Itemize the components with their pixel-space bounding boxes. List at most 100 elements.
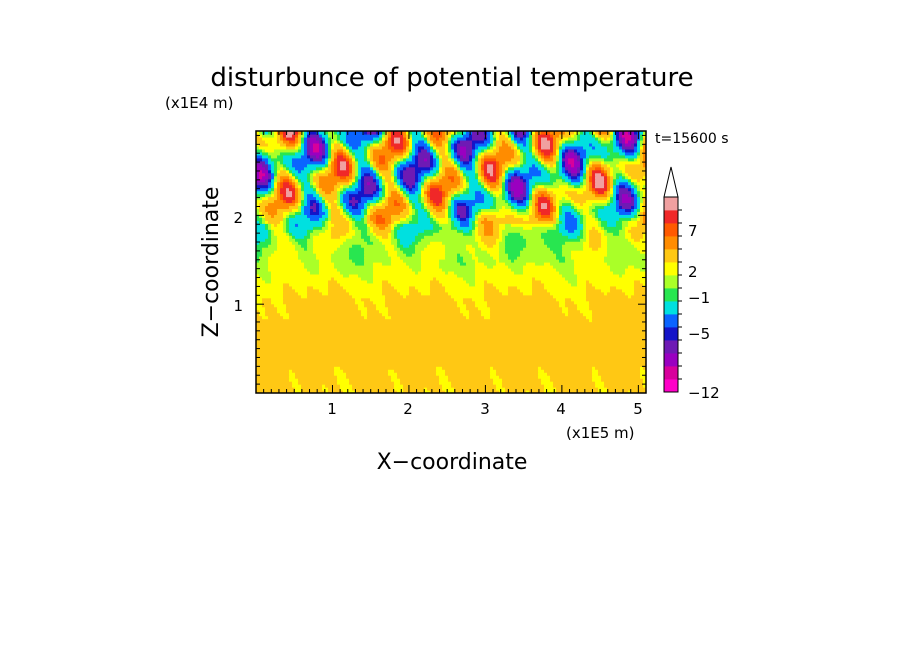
contour-cell <box>472 163 476 168</box>
contour-cell <box>373 175 377 180</box>
contour-cell <box>643 214 646 218</box>
contour-cell <box>469 190 476 195</box>
contour-cell <box>331 229 350 233</box>
contour-cell <box>268 267 308 272</box>
contour-cell <box>469 250 476 254</box>
contour-cell <box>376 232 389 236</box>
contour-cell <box>454 163 458 168</box>
contour-cell <box>466 205 470 210</box>
contour-cell <box>631 181 635 186</box>
contour-cell <box>529 142 533 147</box>
contour-cell <box>412 202 416 207</box>
contour-cell <box>358 273 374 278</box>
contour-cell <box>280 151 296 156</box>
contour-cell <box>286 303 359 308</box>
contour-cell <box>328 390 344 393</box>
contour-cell <box>340 160 347 165</box>
contour-cell <box>592 375 602 379</box>
contour-cell <box>295 247 305 251</box>
contour-cell <box>277 190 281 195</box>
contour-cell <box>271 172 275 177</box>
colorbar-extend-arrow <box>663 166 679 198</box>
contour-cell <box>427 178 431 183</box>
contour-cell <box>448 202 452 207</box>
contour-cell <box>391 190 398 195</box>
contour-cell <box>313 250 335 254</box>
contour-cell <box>379 196 383 201</box>
contour-cell <box>331 235 341 239</box>
contour-cell <box>493 199 497 204</box>
contour-cell <box>352 154 356 159</box>
contour-cell <box>478 223 485 227</box>
colorbar-tick-label: 2 <box>688 263 698 281</box>
contour-cell <box>433 163 437 168</box>
contour-cell <box>565 276 578 281</box>
contour-cell <box>388 235 392 239</box>
contour-cell <box>448 142 452 147</box>
contour-cell <box>454 199 485 204</box>
contour-cell <box>406 205 410 210</box>
contour-cell <box>403 133 407 138</box>
contour-cell <box>610 288 623 293</box>
contour-cell <box>415 151 419 156</box>
contour-cell <box>433 166 440 171</box>
contour-cell <box>622 196 632 201</box>
contour-cell <box>361 187 365 192</box>
contour-cell <box>562 202 572 207</box>
contour-cell <box>442 208 446 212</box>
contour-cell <box>505 199 509 204</box>
contour-cell <box>307 131 311 135</box>
contour-cell <box>352 151 356 156</box>
contour-cell <box>505 226 524 230</box>
contour-cell <box>529 184 533 189</box>
contour-cell <box>628 139 635 144</box>
contour-cell <box>451 178 455 183</box>
contour-cell <box>295 288 308 293</box>
contour-cell <box>430 217 434 221</box>
contour-cell <box>259 172 266 177</box>
contour-cell <box>358 184 362 189</box>
contour-cell <box>421 267 443 272</box>
contour-cell <box>277 169 281 174</box>
contour-cell <box>352 148 365 153</box>
contour-cell <box>586 148 608 153</box>
contour-cell <box>352 166 356 171</box>
contour-cell <box>277 184 281 189</box>
contour-cell <box>556 151 560 156</box>
contour-cell <box>391 133 404 138</box>
contour-cell <box>553 205 557 210</box>
contour-cell <box>592 309 646 314</box>
contour-cell <box>295 131 299 135</box>
contour-cell <box>436 276 464 281</box>
contour-cell <box>295 202 299 207</box>
contour-cell <box>289 229 308 233</box>
contour-cell <box>613 190 617 195</box>
contour-cell <box>586 163 590 168</box>
contour-cell <box>478 259 497 263</box>
contour-cell <box>415 142 428 147</box>
contour-cell <box>586 288 602 293</box>
contour-cell <box>484 178 488 183</box>
contour-cell <box>475 282 485 287</box>
contour-cell <box>433 199 443 204</box>
contour-cell <box>469 175 476 180</box>
contour-cell <box>364 145 368 150</box>
contour-cell <box>556 387 599 391</box>
contour-cell <box>556 211 560 215</box>
contour-cell <box>619 205 623 210</box>
contour-cell <box>403 139 407 144</box>
contour-cell <box>256 193 266 198</box>
contour-cell <box>643 196 646 201</box>
contour-cell <box>346 372 389 376</box>
contour-cell <box>598 133 611 138</box>
contour-cell <box>526 157 536 162</box>
contour-cell <box>442 199 446 204</box>
contour-cell <box>568 279 578 284</box>
contour-cell <box>445 190 449 195</box>
contour-cell <box>277 196 281 201</box>
contour-cell <box>367 157 371 162</box>
contour-cell <box>355 232 362 236</box>
contour-cell <box>412 267 422 272</box>
contour-cell <box>571 282 578 287</box>
contour-cell <box>442 190 446 195</box>
